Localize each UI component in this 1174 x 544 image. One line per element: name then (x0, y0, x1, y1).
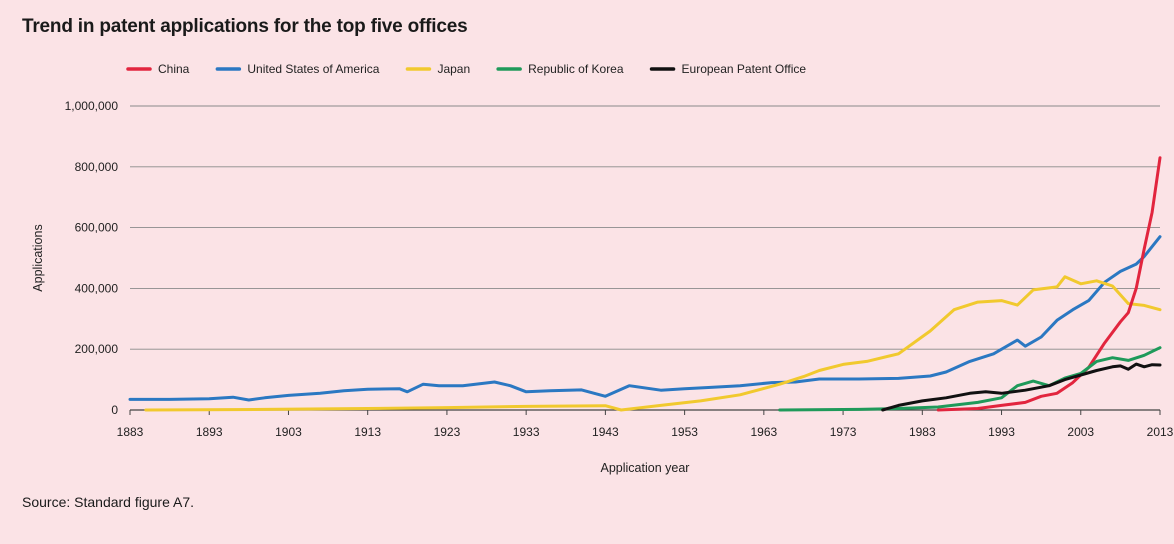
series-line-china (936, 156, 1162, 412)
series-line-japan (144, 275, 1162, 412)
y-tick-label: 600,000 (75, 221, 119, 235)
x-tick-label: 1933 (513, 425, 540, 439)
series-line-republic-of-korea (778, 346, 1162, 412)
x-tick-label: 1993 (988, 425, 1015, 439)
y-tick-label: 0 (111, 403, 118, 417)
y-tick-label: 200,000 (75, 342, 119, 356)
chart-title: Trend in patent applications for the top… (22, 16, 468, 37)
x-tick-label: 1953 (671, 425, 698, 439)
x-tick-label: 1943 (592, 425, 619, 439)
series-line-united-states-of-america (128, 235, 1162, 402)
legend-label: Republic of Korea (528, 62, 624, 76)
legend-label: European Patent Office (682, 62, 807, 76)
legend-label: China (158, 62, 190, 76)
x-tick-label: 2003 (1067, 425, 1094, 439)
x-axis-title: Application year (601, 461, 690, 475)
y-tick-label: 400,000 (75, 281, 119, 295)
x-tick-label: 1973 (830, 425, 857, 439)
y-tick-label: 1,000,000 (65, 99, 119, 113)
x-tick-label: 1913 (354, 425, 381, 439)
x-tick-label: 1963 (750, 425, 777, 439)
x-tick-label: 1893 (196, 425, 223, 439)
source-note: Source: Standard figure A7. (22, 494, 194, 510)
y-axis-title: Applications (31, 224, 45, 291)
legend-label: United States of America (247, 62, 379, 76)
series-line-european-patent-office (881, 362, 1162, 412)
x-tick-label: 1883 (117, 425, 144, 439)
x-tick-label: 2013 (1147, 425, 1174, 439)
legend-label: Japan (437, 62, 470, 76)
x-tick-label: 1923 (434, 425, 461, 439)
y-tick-label: 800,000 (75, 160, 119, 174)
x-tick-label: 1983 (909, 425, 936, 439)
x-tick-label: 1903 (275, 425, 302, 439)
